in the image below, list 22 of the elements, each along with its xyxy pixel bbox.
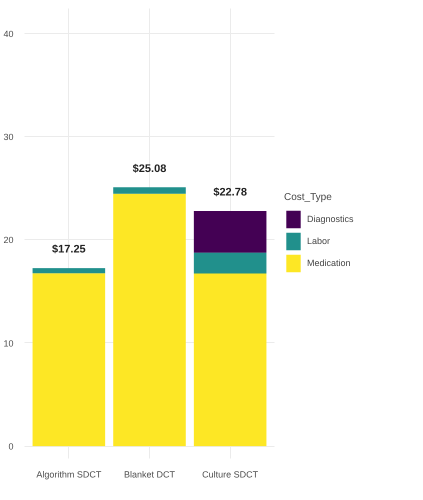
bar bbox=[113, 187, 186, 194]
y-tick-label: 30 bbox=[3, 132, 14, 142]
x-tick-label: Algorithm SDCT bbox=[36, 470, 102, 480]
x-tick-label: Blanket DCT bbox=[124, 470, 176, 480]
legend-label: Labor bbox=[307, 236, 330, 246]
y-tick-label: 0 bbox=[8, 442, 14, 452]
total-label: $22.78 bbox=[213, 186, 247, 199]
bar bbox=[32, 268, 106, 274]
bar bbox=[32, 273, 106, 446]
x-tick-label: Culture SDCT bbox=[202, 470, 259, 480]
total-label: $25.08 bbox=[132, 162, 166, 175]
y-tick-label: 10 bbox=[3, 338, 14, 348]
y-tick-label: 20 bbox=[3, 235, 14, 246]
bar bbox=[194, 252, 266, 274]
bar bbox=[194, 274, 266, 446]
legend-label: Medication bbox=[307, 258, 351, 268]
legend-title: Cost_Type bbox=[284, 192, 333, 203]
bar bbox=[194, 211, 266, 253]
total-label: $17.25 bbox=[52, 244, 86, 256]
bar bbox=[113, 194, 186, 446]
legend-label: Diagnostics bbox=[307, 214, 354, 224]
y-tick-label: 40 bbox=[3, 28, 14, 39]
